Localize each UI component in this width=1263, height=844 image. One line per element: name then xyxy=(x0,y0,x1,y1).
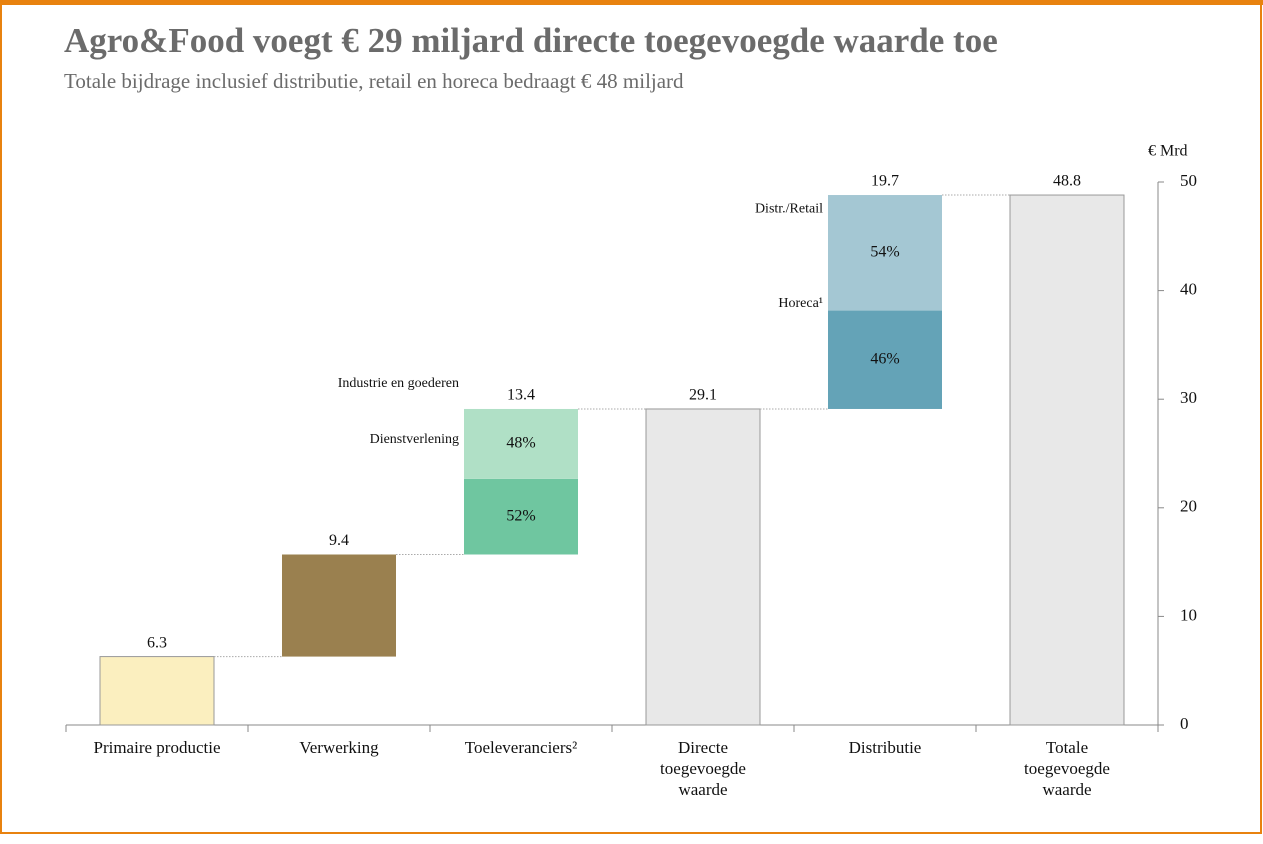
bar-segment xyxy=(464,408,578,479)
x-tick-label: Primaire productie xyxy=(93,738,221,757)
chart-title: Agro&Food voegt € 29 miljard directe toe… xyxy=(64,21,998,60)
value-label: 6.3 xyxy=(147,634,167,651)
y-tick-label: 30 xyxy=(1180,388,1197,407)
bar xyxy=(645,408,761,726)
bar-segment xyxy=(464,478,578,555)
x-tick-label: Distributie xyxy=(848,738,922,757)
y-tick-label: 50 xyxy=(1180,171,1197,190)
bar-segment xyxy=(828,195,942,311)
bar xyxy=(1009,194,1125,726)
y-tick-label: 40 xyxy=(1180,280,1197,299)
value-label: 48.8 xyxy=(1053,173,1081,190)
value-label: 9.4 xyxy=(329,532,349,549)
chart-subtitle: Totale bijdrage inclusief distributie, r… xyxy=(64,69,684,93)
segment-name: Horeca¹ xyxy=(778,296,823,311)
x-tick-label: Directe toegevoegde waarde xyxy=(660,738,746,799)
bar xyxy=(99,656,215,726)
value-label: 29.1 xyxy=(689,387,717,404)
segment-name: Industrie en goederen xyxy=(338,376,459,391)
y-tick-label: 0 xyxy=(1180,714,1189,733)
segment-name: Dienstverlening xyxy=(370,432,459,447)
segment-name: Distr./Retail xyxy=(755,201,823,216)
x-tick-label: Totale toegevoegde waarde xyxy=(1024,738,1110,799)
y-tick-label: 10 xyxy=(1180,605,1197,624)
segment-label: 46% xyxy=(870,350,899,367)
segment-label: 52% xyxy=(506,507,535,524)
segment-label: 48% xyxy=(506,435,535,452)
y-axis-label: € Mrd xyxy=(1148,143,1188,160)
value-label: 13.4 xyxy=(507,387,535,404)
bar-segment xyxy=(828,310,942,409)
bar xyxy=(282,554,396,657)
y-tick-label: 20 xyxy=(1180,497,1197,516)
top-bar xyxy=(0,0,1263,5)
segment-label: 54% xyxy=(870,243,899,260)
x-tick-label: Toeleveranciers² xyxy=(464,738,578,757)
x-tick-label: Verwerking xyxy=(299,738,379,757)
value-label: 19.7 xyxy=(871,173,899,190)
